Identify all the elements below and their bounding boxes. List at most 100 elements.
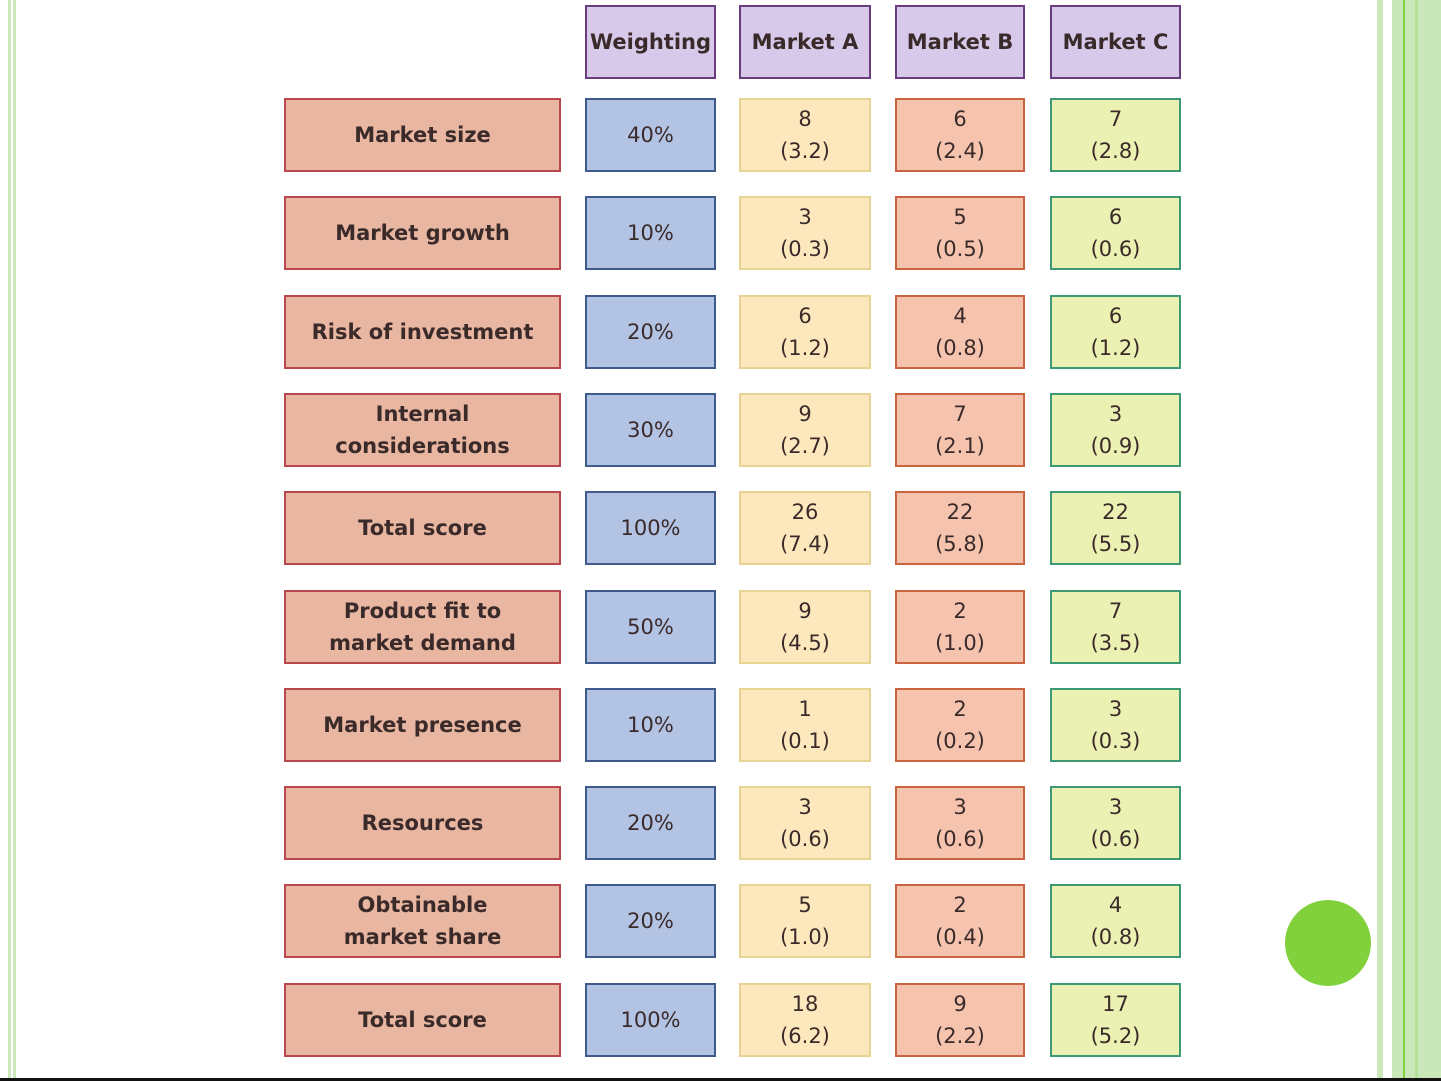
- cell-text: 7: [1108, 107, 1123, 131]
- cell-text: (2.8): [1090, 139, 1141, 163]
- market-b-cell: 2 (1.0): [895, 590, 1025, 664]
- right-border-line: [1415, 0, 1418, 1078]
- row-label: Risk of investment: [284, 295, 561, 369]
- market-c-cell: 3 (0.6): [1050, 786, 1181, 860]
- market-b-cell: 5 (0.5): [895, 196, 1025, 270]
- market-c-cell: 3 (0.3): [1050, 688, 1181, 762]
- market-c-cell: 22 (5.5): [1050, 491, 1181, 565]
- weighting-cell: 20%: [585, 884, 716, 958]
- cell-text: (0.3): [780, 237, 830, 261]
- cell-text: 9: [798, 599, 812, 623]
- cell-text: (0.4): [935, 925, 985, 949]
- market-a-cell: 5 (1.0): [739, 884, 871, 958]
- market-b-cell: 22 (5.8): [895, 491, 1025, 565]
- cell-text: 6: [798, 304, 812, 328]
- cell-text: 3: [1108, 402, 1123, 426]
- cell-text: 5: [798, 893, 812, 917]
- cell-text: 20%: [627, 320, 674, 344]
- cell-text: 20%: [627, 909, 674, 933]
- cell-text: (1.0): [780, 925, 830, 949]
- cell-text: 8: [798, 107, 812, 131]
- cell-text: 6: [1108, 304, 1123, 328]
- cell-text: (2.1): [935, 434, 985, 458]
- market-a-cell: 6 (1.2): [739, 295, 871, 369]
- cell-text: 100%: [620, 516, 681, 540]
- cell-text: (2.7): [780, 434, 830, 458]
- weighting-cell: 50%: [585, 590, 716, 664]
- market-c-cell: 6 (0.6): [1050, 196, 1181, 270]
- cell-text: (6.2): [780, 1024, 830, 1048]
- cell-text: Total score: [358, 516, 487, 540]
- weighting-cell: 10%: [585, 688, 716, 762]
- weighting-cell: 30%: [585, 393, 716, 467]
- market-c-cell: 6 (1.2): [1050, 295, 1181, 369]
- cell-text: Weighting: [589, 30, 712, 54]
- cell-text: (1.2): [1090, 336, 1141, 360]
- cell-text: (3.5): [1090, 631, 1141, 655]
- row-label: Total score: [284, 983, 561, 1057]
- cell-text: 4: [1108, 893, 1123, 917]
- cell-text: (0.3): [1090, 729, 1141, 753]
- cell-text: (1.2): [780, 336, 830, 360]
- cell-text: 50%: [627, 615, 674, 639]
- cell-text: (5.2): [1090, 1024, 1141, 1048]
- cell-text: Total score: [358, 1008, 487, 1032]
- market-a-cell: 3 (0.6): [739, 786, 871, 860]
- row-label: Internal considerations: [284, 393, 561, 467]
- cell-text: (2.4): [935, 139, 985, 163]
- cell-text: 2: [953, 697, 967, 721]
- cell-text: (3.2): [780, 139, 830, 163]
- bottom-border: [0, 1078, 1441, 1081]
- cell-text: (2.2): [935, 1024, 985, 1048]
- cell-text: (5.8): [935, 532, 985, 556]
- column-header: Market B: [895, 5, 1025, 79]
- cell-text: 10%: [627, 713, 674, 737]
- cell-text: 3: [1108, 795, 1123, 819]
- market-b-cell: 7 (2.1): [895, 393, 1025, 467]
- cell-text: 17: [1102, 992, 1129, 1016]
- weighting-cell: 40%: [585, 98, 716, 172]
- cell-text: 3: [1108, 697, 1123, 721]
- cell-text: Market C: [1062, 30, 1169, 54]
- row-label: Resources: [284, 786, 561, 860]
- weighting-cell: 10%: [585, 196, 716, 270]
- market-c-cell: 4 (0.8): [1050, 884, 1181, 958]
- cell-text: (0.8): [1090, 925, 1141, 949]
- cell-text: 9: [798, 402, 812, 426]
- cell-text: (0.1): [780, 729, 830, 753]
- cell-text: (1.0): [935, 631, 985, 655]
- cell-text: 3: [953, 795, 967, 819]
- left-border-stripe: [8, 0, 11, 1078]
- market-a-cell: 1 (0.1): [739, 688, 871, 762]
- green-circle-decoration: [1285, 900, 1371, 986]
- cell-text: 10%: [627, 221, 674, 245]
- cell-text: 40%: [627, 123, 674, 147]
- cell-text: 7: [1108, 599, 1123, 623]
- market-c-cell: 7 (3.5): [1050, 590, 1181, 664]
- row-label: Market growth: [284, 196, 561, 270]
- cell-text: 26: [791, 500, 819, 524]
- cell-text: Resources: [361, 811, 484, 835]
- cell-text: 22: [1102, 500, 1129, 524]
- cell-text: 6: [1108, 205, 1123, 229]
- row-label: Obtainable market share: [284, 884, 561, 958]
- market-b-cell: 2 (0.2): [895, 688, 1025, 762]
- market-a-cell: 26 (7.4): [739, 491, 871, 565]
- cell-text: 7: [953, 402, 967, 426]
- cell-text: (0.8): [935, 336, 985, 360]
- cell-text: 22: [946, 500, 974, 524]
- cell-text: Market presence: [323, 713, 522, 737]
- cell-text: 2: [953, 893, 967, 917]
- cell-text: 3: [798, 205, 812, 229]
- row-label: Total score: [284, 491, 561, 565]
- weighting-cell: 20%: [585, 786, 716, 860]
- cell-text: 2: [953, 599, 967, 623]
- cell-text: Obtainable market share: [343, 893, 502, 949]
- cell-text: 5: [953, 205, 967, 229]
- cell-text: Market growth: [335, 221, 510, 245]
- cell-text: (0.6): [780, 827, 830, 851]
- market-a-cell: 9 (2.7): [739, 393, 871, 467]
- cell-text: 4: [953, 304, 967, 328]
- cell-text: 20%: [627, 811, 674, 835]
- cell-text: Market size: [354, 123, 491, 147]
